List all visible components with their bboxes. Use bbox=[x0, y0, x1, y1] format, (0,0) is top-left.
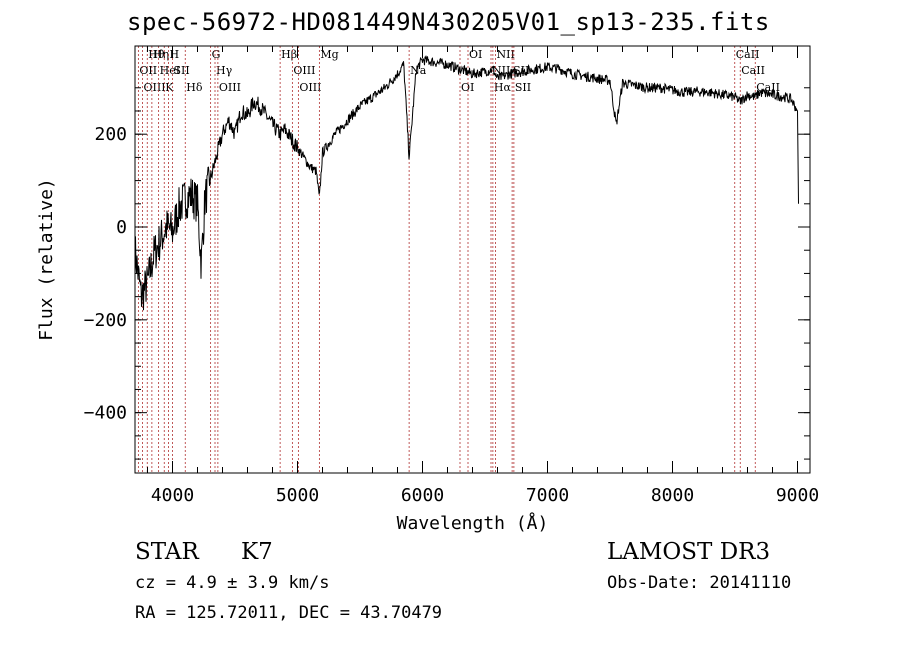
coordinates: RA = 125.72011, DEC = 43.70479 bbox=[135, 603, 443, 623]
line-label: SII bbox=[174, 64, 190, 77]
line-label: Hγ bbox=[216, 64, 233, 77]
x-axis-label: Wavelength (Å) bbox=[397, 512, 549, 534]
line-label: NII bbox=[497, 48, 515, 61]
x-tick-label: 6000 bbox=[401, 485, 444, 506]
line-label: CaII bbox=[741, 64, 765, 77]
line-label: OIII bbox=[299, 81, 321, 94]
line-label: Na bbox=[410, 64, 427, 77]
x-tick-label: 4000 bbox=[151, 485, 194, 506]
line-label: Hβ bbox=[281, 48, 297, 61]
line-label: Hη bbox=[153, 48, 169, 61]
object-type: STAR bbox=[135, 539, 199, 565]
line-label: Hα bbox=[494, 81, 512, 94]
chart-title: spec-56972-HD081449N430205V01_sp13-235.f… bbox=[127, 8, 770, 36]
line-label: OIII bbox=[293, 64, 315, 77]
y-tick-label: −200 bbox=[84, 310, 127, 331]
line-label: OIII bbox=[219, 81, 241, 94]
plot-frame bbox=[134, 45, 811, 474]
line-label: OI bbox=[469, 48, 482, 61]
line-label: Mg bbox=[320, 48, 338, 61]
line-label: HeI bbox=[160, 64, 180, 77]
subclass: K7 bbox=[241, 539, 273, 565]
x-tick-label: 9000 bbox=[776, 485, 819, 506]
line-label: CaII bbox=[736, 48, 760, 61]
y-tick-label: 0 bbox=[116, 217, 127, 238]
x-tick-label: 5000 bbox=[276, 485, 319, 506]
line-label: Hθ bbox=[148, 48, 165, 61]
line-label: OIII bbox=[144, 81, 166, 94]
x-tick-label: 8000 bbox=[651, 485, 694, 506]
observation-date: Obs-Date: 20141110 bbox=[607, 573, 792, 593]
y-axis-label: Flux (relative) bbox=[36, 178, 57, 341]
flux-series-line bbox=[134, 55, 799, 311]
line-label: G bbox=[212, 48, 221, 61]
survey-name: LAMOST DR3 bbox=[607, 539, 771, 565]
line-label: OII bbox=[139, 64, 157, 77]
redshift-velocity: cz = 4.9 ± 3.9 km/s bbox=[135, 573, 330, 593]
line-label: K bbox=[165, 81, 174, 94]
x-tick-label: 7000 bbox=[526, 485, 569, 506]
y-tick-label: −400 bbox=[84, 403, 127, 424]
line-label: Hδ bbox=[186, 81, 203, 94]
line-label: SII bbox=[515, 81, 531, 94]
line-label: H bbox=[170, 48, 180, 61]
y-tick-label: 200 bbox=[94, 124, 127, 145]
